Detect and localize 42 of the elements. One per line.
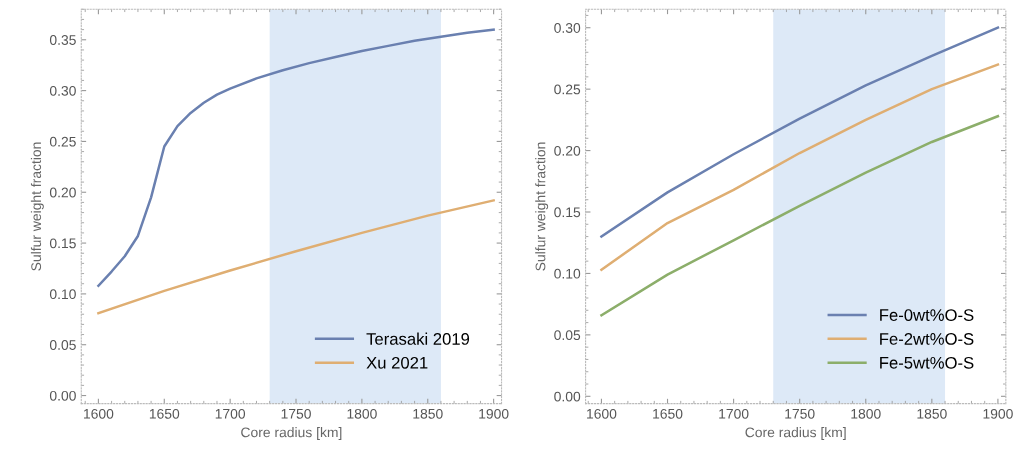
- y-axis-title: Sulfur weight fraction: [535, 142, 549, 271]
- x-tick-label: 1700: [719, 408, 749, 419]
- y-tick-label: 0.05: [49, 340, 76, 350]
- y-tick-label: 0.05: [554, 330, 581, 341]
- x-tick-label: 1750: [785, 408, 815, 419]
- y-tick-label: 0.00: [554, 391, 581, 402]
- line-series: [600, 63, 1000, 272]
- y-tick-label: 0.00: [49, 390, 76, 401]
- y-tick-label: 0.30: [49, 85, 76, 96]
- x-tick-label: 1700: [215, 408, 246, 419]
- x-axis-title: Core radius [km]: [745, 427, 846, 440]
- x-tick-label: 1750: [281, 408, 311, 419]
- y-axis-title: Sulfur weight fraction: [30, 142, 44, 271]
- line-series: [97, 28, 495, 288]
- y-tick-label: 0.25: [554, 84, 581, 95]
- x-tick-label: 1850: [413, 408, 443, 419]
- legend-label: Fe-0wt%O-S: [880, 309, 974, 321]
- y-tick-label: 0.15: [49, 238, 76, 249]
- legend-label: Fe-5wt%O-S: [880, 356, 974, 369]
- y-tick-label: 0.35: [49, 35, 76, 45]
- x-tick-label: 1900: [983, 408, 1013, 419]
- y-tick-label: 0.30: [554, 23, 581, 33]
- x-axis-title: Core radius [km]: [241, 427, 342, 440]
- legend-label: Terasaki 2019: [366, 332, 470, 345]
- y-tick-label: 0.20: [49, 187, 76, 198]
- line-series: [97, 199, 495, 315]
- x-tick-label: 1850: [917, 408, 947, 419]
- y-tick-label: 0.25: [49, 136, 76, 147]
- legend-label: Fe-2wt%O-S: [880, 333, 974, 345]
- legend-label: Xu 2021: [366, 356, 428, 369]
- y-tick-label: 0.10: [554, 268, 581, 279]
- x-tick-label: 1600: [84, 408, 114, 419]
- x-tick-label: 1650: [653, 408, 683, 419]
- line-series: [600, 26, 1000, 238]
- x-tick-label: 1800: [347, 408, 377, 419]
- y-tick-label: 0.20: [554, 145, 581, 156]
- x-tick-label: 1600: [587, 408, 617, 419]
- y-tick-label: 0.10: [49, 289, 76, 300]
- y-tick-label: 0.15: [554, 207, 581, 218]
- x-tick-label: 1900: [479, 408, 509, 419]
- x-tick-label: 1650: [149, 408, 180, 419]
- x-tick-label: 1800: [851, 408, 881, 419]
